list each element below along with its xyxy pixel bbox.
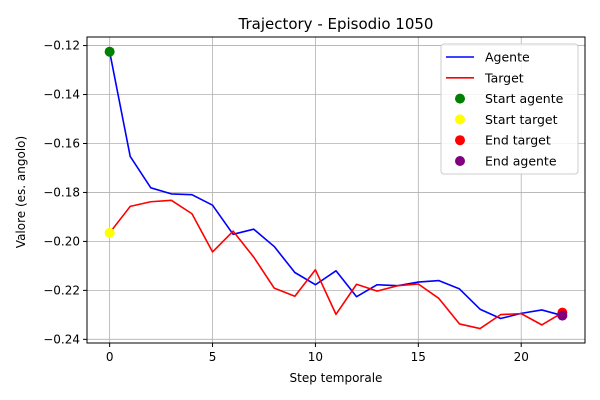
legend-swatch-start-agente — [455, 93, 465, 104]
series-line-agente — [108, 51, 563, 320]
legend-box — [440, 43, 579, 175]
series-line-target — [109, 199, 563, 330]
x-axis-label: Step temporale — [290, 371, 383, 385]
legend-label: Agente — [485, 50, 530, 65]
legend-label: End agente — [485, 154, 557, 169]
marker-end-agente — [557, 310, 568, 321]
y-tick-label: −0.14 — [43, 88, 80, 102]
legend-label: Start agente — [485, 91, 564, 106]
marker-start-agente — [104, 46, 115, 57]
series-layer — [108, 51, 563, 330]
tick-layer: 0 5 10 15 20 −0.24 −0.22 −0.20 −0.18 −0.16 −0.14 −0… — [43, 39, 529, 364]
legend-label: Start target — [485, 112, 558, 127]
y-tick-label: −0.12 — [43, 39, 80, 53]
plot-frame — [86, 36, 586, 344]
legend-swatch-end-agente — [455, 156, 465, 166]
x-tick-label: 10 — [308, 350, 323, 364]
legend-label: Target — [484, 70, 524, 85]
legend-swatch-end-target — [455, 135, 465, 146]
y-tick-label: −0.18 — [43, 185, 80, 199]
y-tick-label: −0.20 — [43, 234, 80, 248]
x-tick-label: 20 — [514, 350, 529, 364]
legend-label: End target — [485, 133, 551, 148]
y-tick-label: −0.16 — [43, 136, 80, 150]
marker-layer — [104, 46, 568, 321]
legend-swatch-start-target — [455, 114, 465, 125]
marker-start-target — [104, 227, 115, 238]
legend: Agente Target Start agente Start target End … — [440, 43, 579, 175]
x-tick-label: 0 — [106, 350, 114, 364]
y-tick-label: −0.22 — [43, 283, 80, 297]
x-tick-label: 15 — [411, 350, 426, 364]
y-tick-label: −0.24 — [43, 332, 80, 346]
x-tick-label: 5 — [209, 350, 217, 364]
y-axis-label: Valore (es. angolo) — [14, 136, 28, 248]
chart-title: Trajectory - Episodio 1050 — [238, 15, 434, 33]
